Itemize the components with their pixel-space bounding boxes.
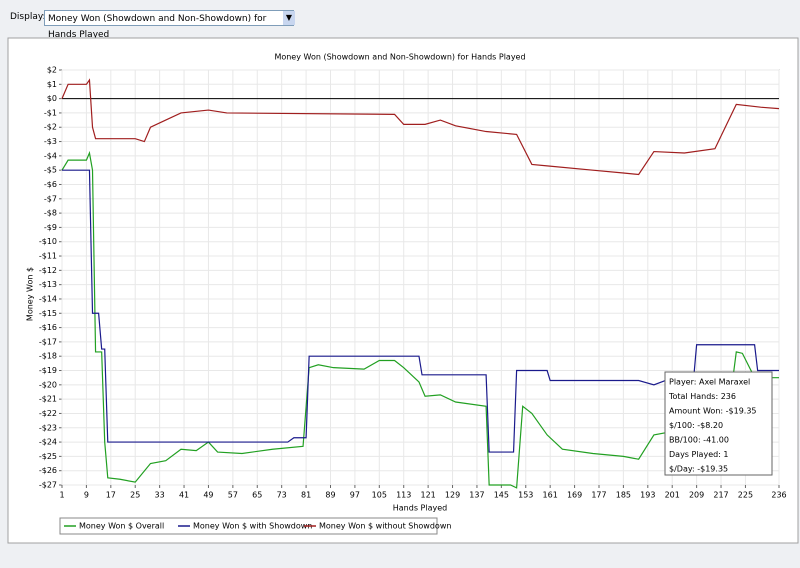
y-tick-label: -$9 (44, 223, 57, 232)
x-tick-label: 145 (494, 491, 509, 500)
x-tick-label: 9 (84, 491, 89, 500)
y-tick-label: -$16 (39, 323, 57, 332)
y-tick-label: -$25 (39, 452, 57, 461)
x-tick-label: 113 (396, 491, 411, 500)
plot-area (61, 69, 780, 486)
x-tick-label: 33 (155, 491, 165, 500)
legend-label: Money Won $ Overall (79, 522, 164, 531)
x-tick-label: 89 (325, 491, 335, 500)
tooltip-line: Player: Axel Maraxel (669, 378, 750, 387)
x-tick-label: 236 (771, 491, 786, 500)
x-tick-label: 57 (228, 491, 238, 500)
y-tick-label: -$1 (44, 108, 57, 117)
x-axis-label: Hands Played (393, 504, 447, 513)
y-tick-label: -$12 (39, 266, 57, 275)
series-line (61, 78, 780, 176)
x-tick-label: 121 (420, 491, 435, 500)
y-axis-label: Money Won $ (26, 267, 35, 321)
x-tick-label: 17 (106, 491, 116, 500)
legend-box (59, 517, 438, 535)
series-line (61, 150, 779, 489)
legend-label: Money Won $ without Showdown (319, 522, 451, 531)
y-tick-label: $0 (47, 94, 57, 103)
x-tick-label: 25 (130, 491, 140, 500)
y-tick-label: -$19 (39, 366, 57, 375)
x-tick-label: 169 (567, 491, 582, 500)
y-tick-label: $2 (47, 66, 57, 75)
tooltip-line: Days Played: 1 (669, 450, 729, 459)
x-tick-label: 105 (372, 491, 387, 500)
y-tick-label: -$2 (44, 123, 57, 132)
tooltip-box (664, 371, 773, 476)
y-tick-label: -$3 (44, 137, 57, 146)
select-arrow[interactable]: ▼ (283, 11, 295, 25)
x-tick-label: 193 (640, 491, 655, 500)
y-tick-label: -$18 (39, 352, 57, 361)
y-tick-label: -$26 (39, 466, 57, 475)
tooltip-line: $/Day: -$19.35 (669, 465, 728, 474)
y-tick-label: -$7 (44, 194, 57, 203)
x-tick-label: 201 (665, 491, 680, 500)
x-tick-label: 185 (616, 491, 631, 500)
x-tick-label: 225 (738, 491, 753, 500)
y-tick-label: -$4 (44, 151, 57, 160)
tooltip-line: $/100: -$8.20 (669, 421, 723, 430)
y-tick-label: -$27 (39, 481, 57, 490)
display-select[interactable]: Money Won (Showdown and Non-Showdown) fo… (44, 10, 294, 40)
x-tick-label: 177 (591, 491, 606, 500)
x-tick-label: 65 (252, 491, 262, 500)
tooltip-line: BB/100: -41.00 (669, 436, 729, 445)
legend-label: Money Won $ with Showdown (193, 522, 312, 531)
x-tick-label: 49 (203, 491, 213, 500)
y-tick-label: -$14 (39, 294, 57, 303)
y-tick-label: -$8 (44, 209, 57, 218)
y-tick-label: -$13 (39, 280, 57, 289)
display-label: Display: (10, 12, 46, 22)
tooltip-line: Amount Won: -$19.35 (669, 407, 757, 416)
y-tick-label: -$21 (39, 395, 57, 404)
toolbar: Display: Money Won (Showdown and Non-Sho… (0, 0, 800, 40)
y-tick-label: -$10 (39, 237, 57, 246)
x-tick-label: 153 (518, 491, 533, 500)
y-tick-label: $1 (47, 80, 57, 89)
x-tick-label: 81 (301, 491, 311, 500)
x-tick-label: 217 (713, 491, 728, 500)
y-tick-label: -$15 (39, 309, 57, 318)
x-tick-label: 137 (469, 491, 484, 500)
x-tick-label: 97 (350, 491, 360, 500)
y-tick-label: -$22 (39, 409, 57, 418)
x-tick-label: 161 (543, 491, 558, 500)
y-tick-label: -$17 (39, 337, 57, 346)
chart-title: Money Won (Showdown and Non-Showdown) fo… (274, 53, 525, 62)
tooltip-line: Total Hands: 236 (668, 392, 736, 401)
y-tick-label: -$5 (44, 166, 57, 175)
x-tick-label: 73 (277, 491, 287, 500)
x-tick-label: 209 (689, 491, 704, 500)
y-tick-label: -$20 (39, 380, 57, 389)
x-tick-label: 1 (59, 491, 64, 500)
tooltip: Player: Axel Maraxel Total Hands: 236 Amou… (664, 371, 773, 476)
y-tick-label: -$11 (39, 252, 57, 261)
y-tick-label: -$24 (39, 438, 57, 447)
chart: Money Won (Showdown and Non-Showdown) fo… (7, 37, 799, 544)
legend: Money Won $ Overall Money Won $ with Show… (59, 517, 451, 535)
y-tick-label: -$6 (44, 180, 57, 189)
x-tick-label: 41 (179, 491, 189, 500)
x-tick-label: 129 (445, 491, 460, 500)
y-tick-label: -$23 (39, 423, 57, 432)
